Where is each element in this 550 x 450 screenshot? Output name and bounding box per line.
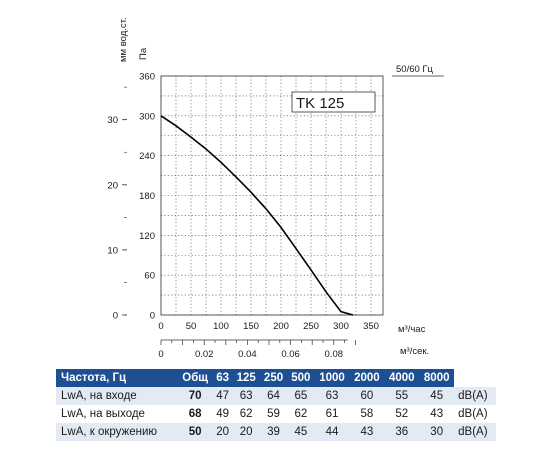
row-unit: dB(A) bbox=[458, 426, 488, 438]
x-tick-label: 50 bbox=[186, 321, 197, 332]
cell-63: 47 bbox=[216, 390, 229, 402]
row-label: LwA, к окружению bbox=[61, 426, 158, 438]
cell-8000: 30 bbox=[430, 426, 444, 438]
noise-table: Частота, Гц Общ 63 125 250 500 1000 2000… bbox=[56, 369, 496, 441]
header-250: 250 bbox=[263, 372, 284, 384]
table-row: LwA, на выходе 68 49 62 59 62 61 58 52 4… bbox=[56, 405, 496, 423]
frequency-label: 50/60 Гц bbox=[396, 64, 434, 75]
header-2000: 2000 bbox=[354, 372, 380, 384]
y-tick-label: 60 bbox=[144, 271, 155, 282]
x2-axis-title: м³/сек. bbox=[400, 346, 429, 357]
cell-125: 20 bbox=[239, 426, 253, 438]
header-125: 125 bbox=[236, 372, 256, 384]
mm-tick-label: 10 bbox=[107, 245, 118, 256]
model-label-box bbox=[291, 91, 376, 113]
cell-250: 39 bbox=[267, 426, 280, 438]
header-4000: 4000 bbox=[389, 372, 415, 384]
x-tick-label: 250 bbox=[303, 321, 319, 332]
x2-tick-label: 0.04 bbox=[238, 349, 257, 360]
grid bbox=[160, 75, 383, 316]
mm-tick-label: 0 bbox=[113, 311, 118, 322]
row-label: LwA, на выходе bbox=[61, 408, 145, 420]
header-frequency: Частота, Гц bbox=[61, 372, 127, 384]
header-1000: 1000 bbox=[319, 372, 345, 384]
header-unit-spacer bbox=[454, 369, 496, 387]
cell-63: 20 bbox=[216, 426, 229, 438]
y-tick-label: 0 bbox=[150, 311, 155, 322]
cell-1000: 61 bbox=[325, 408, 339, 420]
cell-250: 64 bbox=[267, 390, 280, 402]
y-tick-label: 180 bbox=[139, 191, 155, 202]
cell-125: 63 bbox=[239, 390, 253, 402]
y-tick-label: 300 bbox=[139, 111, 155, 122]
y-right-axis-title: Па bbox=[138, 47, 149, 60]
x-axis-ticks: 0 50 100 150 200 250 300 350 bbox=[158, 321, 379, 332]
secondary-x-axis: 0 0.02 0.04 0.06 0.08 bbox=[158, 339, 356, 360]
row-unit: dB(A) bbox=[458, 390, 488, 402]
header-500: 500 bbox=[291, 372, 311, 384]
header-63: 63 bbox=[216, 372, 229, 384]
x2-tick-label: 0.06 bbox=[281, 349, 300, 360]
mm-tick-label: 30 bbox=[107, 115, 118, 126]
cell-250: 59 bbox=[267, 408, 280, 420]
x-tick-label: 150 bbox=[243, 321, 259, 332]
cell-2000: 43 bbox=[360, 426, 374, 438]
cell-500: 62 bbox=[294, 408, 308, 420]
cell-4000: 36 bbox=[395, 426, 409, 438]
x2-tick-label: 0 bbox=[158, 349, 163, 360]
cell-2000: 60 bbox=[360, 390, 374, 402]
x-axis-title: м³/час bbox=[398, 324, 426, 335]
cell-8000: 45 bbox=[430, 390, 444, 402]
mm-axis-ticks: 0 10 20 30 bbox=[107, 86, 127, 322]
cell-500: 45 bbox=[294, 426, 308, 438]
y-left-axis-title: мм вод.ст. bbox=[118, 17, 129, 62]
row-unit: dB(A) bbox=[458, 408, 488, 420]
model-label: TK 125 bbox=[296, 95, 344, 112]
row-total: 70 bbox=[188, 390, 202, 402]
x-tick-label: 200 bbox=[273, 321, 289, 332]
x2-tick-label: 0.02 bbox=[195, 349, 214, 360]
cell-1000: 63 bbox=[325, 390, 339, 402]
x2-tick-label: 0.08 bbox=[325, 349, 344, 360]
table-row: LwA, к окружению 50 20 20 39 45 44 43 36… bbox=[56, 423, 496, 441]
mm-tick-label: 20 bbox=[107, 180, 118, 191]
header-8000: 8000 bbox=[423, 372, 450, 384]
y-tick-label: 240 bbox=[139, 151, 155, 162]
header-total: Общ bbox=[182, 372, 209, 384]
row-label: LwA, на входе bbox=[61, 390, 137, 402]
fan-performance-chart: 0 60 120 180 240 300 360 0 10 20 30 0 50 100 150 200 2… bbox=[107, 17, 444, 360]
cell-4000: 52 bbox=[395, 408, 409, 420]
y-tick-label: 120 bbox=[139, 231, 155, 242]
x-tick-label: 350 bbox=[363, 321, 379, 332]
noise-table-header: Частота, Гц Общ 63 125 250 500 1000 2000… bbox=[56, 369, 496, 387]
x-tick-label: 300 bbox=[333, 321, 349, 332]
x-tick-label: 0 bbox=[158, 321, 163, 332]
cell-63: 49 bbox=[216, 408, 229, 420]
plot-frame bbox=[160, 75, 384, 316]
row-total: 50 bbox=[188, 426, 202, 438]
series-line bbox=[160, 115, 354, 316]
pa-axis-ticks: 0 60 120 180 240 300 360 bbox=[139, 72, 155, 322]
y-tick-label: 360 bbox=[139, 72, 155, 83]
x-tick-label: 100 bbox=[213, 321, 229, 332]
cell-500: 65 bbox=[294, 390, 308, 402]
cell-8000: 43 bbox=[430, 408, 444, 420]
cell-125: 62 bbox=[239, 408, 253, 420]
cell-4000: 55 bbox=[395, 390, 409, 402]
cell-1000: 44 bbox=[325, 426, 339, 438]
cell-2000: 58 bbox=[360, 408, 374, 420]
table-row: LwA, на входе 70 47 63 64 65 63 60 55 45… bbox=[56, 387, 496, 405]
row-total: 68 bbox=[188, 408, 202, 420]
